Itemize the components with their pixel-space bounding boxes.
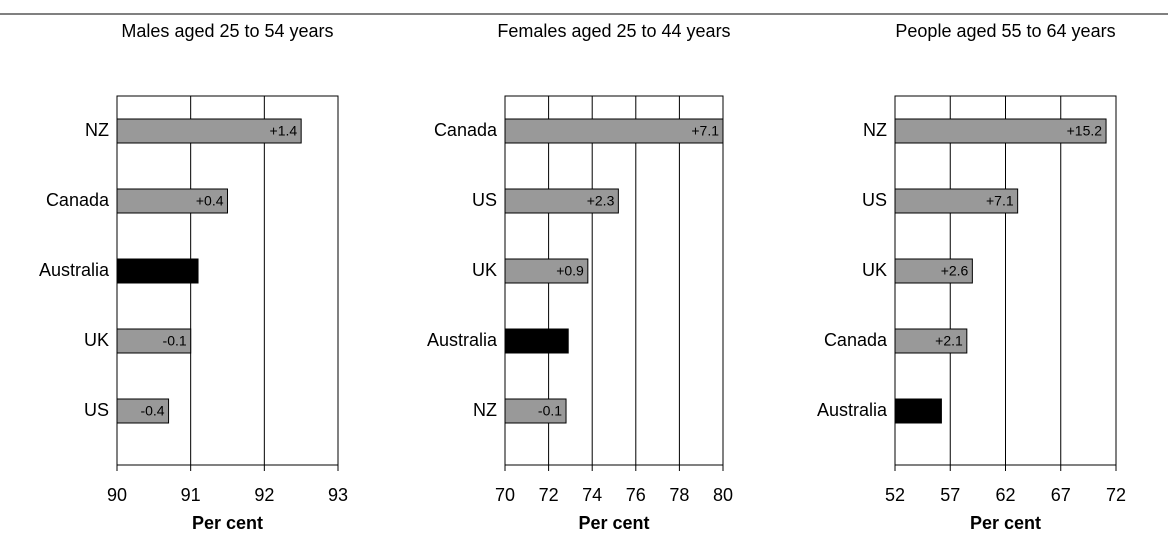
difference-label: +15.2	[1067, 123, 1103, 139]
chart-title: Males aged 25 to 54 years	[121, 21, 333, 41]
y-tick-label: NZ	[85, 120, 109, 140]
y-tick-label: Australia	[39, 260, 110, 280]
x-tick-label: 93	[328, 485, 348, 505]
y-tick-label: UK	[84, 330, 109, 350]
chart-title: People aged 55 to 64 years	[895, 21, 1115, 41]
x-tick-label: 67	[1051, 485, 1071, 505]
bar	[116, 398, 170, 424]
y-tick-label: US	[84, 400, 109, 420]
bar	[504, 258, 589, 284]
x-tick-label: 57	[940, 485, 960, 505]
x-tick-label: 72	[539, 485, 559, 505]
difference-label: +0.9	[556, 263, 584, 279]
y-tick-label: US	[472, 190, 497, 210]
bar	[504, 118, 724, 144]
x-tick-label: 78	[669, 485, 689, 505]
x-tick-label: 74	[582, 485, 602, 505]
bar	[894, 118, 1107, 144]
y-tick-label: UK	[472, 260, 497, 280]
x-tick-label: 62	[995, 485, 1015, 505]
x-tick-label: 92	[254, 485, 274, 505]
y-tick-label: Canada	[434, 120, 498, 140]
x-tick-label: 90	[107, 485, 127, 505]
y-tick-label: Canada	[46, 190, 110, 210]
bar	[504, 328, 569, 354]
y-tick-label: Australia	[427, 330, 498, 350]
difference-label: -0.1	[163, 333, 187, 349]
y-tick-label: NZ	[863, 120, 887, 140]
bar	[894, 258, 973, 284]
difference-label: +7.1	[986, 193, 1014, 209]
bar	[894, 398, 942, 424]
difference-label: +2.3	[587, 193, 615, 209]
x-tick-label: 70	[495, 485, 515, 505]
bar	[894, 188, 1019, 214]
x-tick-label: 76	[626, 485, 646, 505]
x-tick-label: 91	[181, 485, 201, 505]
difference-label: +2.1	[935, 333, 963, 349]
bar	[894, 328, 968, 354]
y-tick-label: UK	[862, 260, 887, 280]
bar	[116, 328, 192, 354]
difference-label: +1.4	[270, 123, 298, 139]
bar	[116, 188, 228, 214]
difference-label: -0.4	[140, 403, 164, 419]
x-axis-label: Per cent	[192, 513, 263, 533]
bar	[116, 258, 199, 284]
x-axis-label: Per cent	[578, 513, 649, 533]
difference-label: +2.6	[941, 263, 969, 279]
difference-label: -0.1	[538, 403, 562, 419]
y-tick-label: Australia	[817, 400, 888, 420]
x-tick-label: 52	[885, 485, 905, 505]
y-tick-label: Canada	[824, 330, 888, 350]
difference-label: +7.1	[691, 123, 719, 139]
x-axis-label: Per cent	[970, 513, 1041, 533]
bar	[116, 118, 302, 144]
y-tick-label: US	[862, 190, 887, 210]
bar	[504, 188, 619, 214]
x-tick-label: 80	[713, 485, 733, 505]
chart-title: Females aged 25 to 44 years	[497, 21, 730, 41]
y-tick-label: NZ	[473, 400, 497, 420]
difference-label: +0.4	[196, 193, 224, 209]
x-tick-label: 72	[1106, 485, 1126, 505]
bar	[504, 398, 567, 424]
